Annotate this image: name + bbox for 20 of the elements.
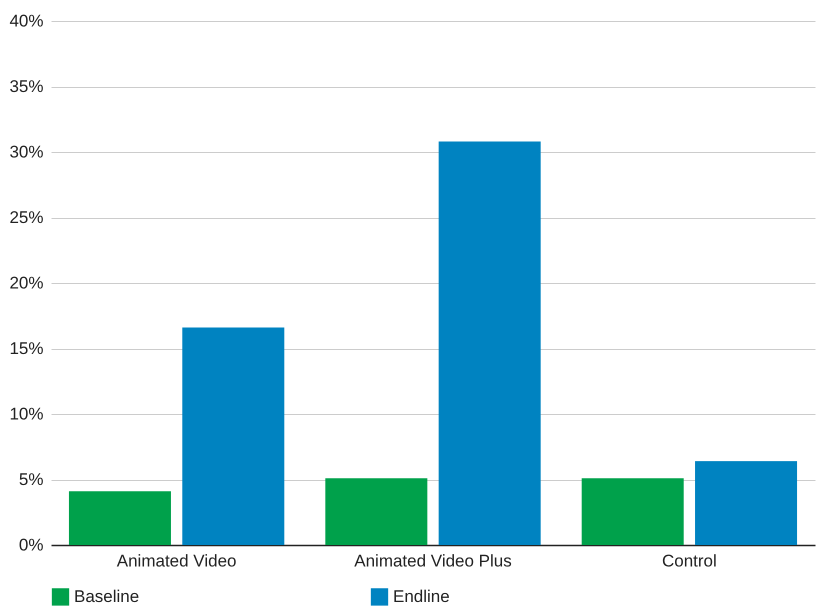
- bar: [582, 478, 684, 545]
- bar: [68, 491, 171, 545]
- y-tick-label: 30%: [9, 142, 44, 162]
- x-tick-label: Animated Video Plus: [354, 552, 512, 570]
- y-tick-label: 5%: [18, 470, 44, 489]
- x-tick-label: Animated Video: [116, 552, 236, 570]
- bar: [438, 142, 541, 545]
- y-tick-label: 25%: [9, 208, 44, 227]
- y-tick-label: 40%: [9, 12, 44, 30]
- y-tick-label: 0%: [18, 536, 44, 554]
- bar: [182, 328, 284, 545]
- bar: [695, 461, 798, 545]
- legend-label: Endline: [393, 586, 450, 606]
- y-tick-label: 15%: [9, 339, 44, 358]
- y-tick-label: 10%: [9, 404, 44, 424]
- x-tick-label: Control: [662, 552, 717, 570]
- y-tick-label: 35%: [9, 77, 44, 96]
- legend-label: Baseline: [74, 586, 140, 606]
- y-tick-label: 20%: [9, 274, 44, 292]
- bar: [325, 478, 428, 545]
